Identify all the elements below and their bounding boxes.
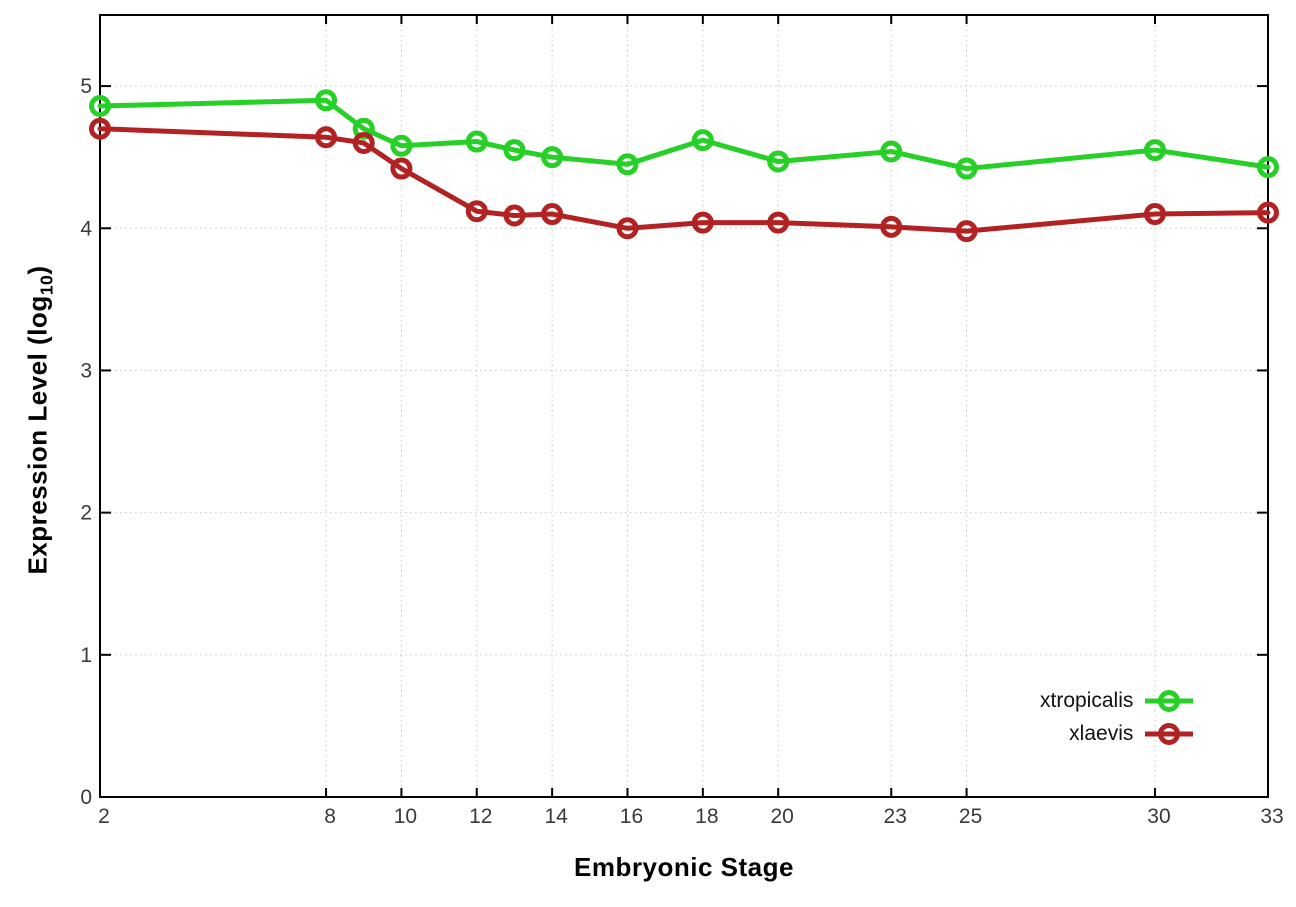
data-point-xtropicalis <box>465 130 488 153</box>
x-tick-label: 23 <box>884 805 907 828</box>
y-tick-label: 4 <box>80 217 92 240</box>
x-tick-label: 16 <box>620 805 643 828</box>
y-axis-title-subscript: 10 <box>36 274 57 296</box>
data-point-xtropicalis <box>1143 139 1166 162</box>
data-point-xlaevis <box>315 126 338 149</box>
data-point-xtropicalis <box>503 139 526 162</box>
data-point-xtropicalis <box>352 117 375 140</box>
legend-label: xtropicalis <box>1040 688 1134 712</box>
y-tick-label: 5 <box>80 75 92 98</box>
data-point-xlaevis <box>880 215 903 238</box>
x-tick-label: 10 <box>394 805 417 828</box>
plot-border <box>99 14 1269 798</box>
y-axis-title: Expression Level (log10) <box>22 265 57 574</box>
data-point-xtropicalis <box>89 94 111 117</box>
x-tick-label: 20 <box>771 805 794 828</box>
data-point-xlaevis <box>691 211 714 234</box>
data-point-xtropicalis <box>541 146 564 169</box>
legend-label: xlaevis <box>1069 721 1134 745</box>
data-point-xtropicalis <box>767 150 790 173</box>
x-tick-label: 8 <box>324 805 336 828</box>
y-tick-label: 3 <box>80 359 92 382</box>
legend-marker-xlaevis-icon <box>1145 722 1194 745</box>
legend-marker-xtropicalis-icon <box>1145 689 1194 712</box>
x-tick-label: 2 <box>98 805 110 828</box>
data-point-xlaevis <box>352 131 375 154</box>
data-point-xlaevis <box>955 220 978 243</box>
x-tick-label: 18 <box>695 805 718 828</box>
data-point-xtropicalis <box>616 153 639 176</box>
data-point-xlaevis <box>503 204 526 227</box>
y-axis-title-suffix: ) <box>22 265 53 275</box>
data-point-xtropicalis <box>1257 156 1279 179</box>
data-point-xlaevis <box>89 117 111 140</box>
x-tick-label: 33 <box>1260 805 1283 828</box>
legend: xtropicalis xlaevis <box>1040 684 1195 750</box>
data-point-xtropicalis <box>390 134 413 157</box>
x-tick-label: 14 <box>544 805 568 828</box>
data-point-xlaevis <box>1143 203 1166 226</box>
legend-item-xtropicalis: xtropicalis <box>1040 684 1195 717</box>
legend-item-xlaevis: xlaevis <box>1040 717 1195 750</box>
y-tick-label: 2 <box>80 502 92 525</box>
x-tick-label: 25 <box>959 805 982 828</box>
data-point-xtropicalis <box>880 140 903 163</box>
data-point-xtropicalis <box>315 89 338 112</box>
x-tick-label: 12 <box>469 805 492 828</box>
data-point-xlaevis <box>767 211 790 234</box>
y-axis-title-text: Expression Level (log <box>22 295 53 575</box>
data-point-xlaevis <box>616 217 639 240</box>
y-tick-label: 0 <box>80 786 92 809</box>
x-tick-label: 30 <box>1147 805 1170 828</box>
data-point-xlaevis <box>390 157 413 180</box>
x-axis-title: Embryonic Stage <box>574 852 794 882</box>
data-point-xlaevis <box>1257 201 1279 224</box>
data-point-xlaevis <box>541 203 564 226</box>
data-point-xtropicalis <box>691 129 714 152</box>
data-point-xtropicalis <box>955 157 978 180</box>
data-point-xlaevis <box>465 200 488 223</box>
y-tick-label: 1 <box>80 644 92 667</box>
